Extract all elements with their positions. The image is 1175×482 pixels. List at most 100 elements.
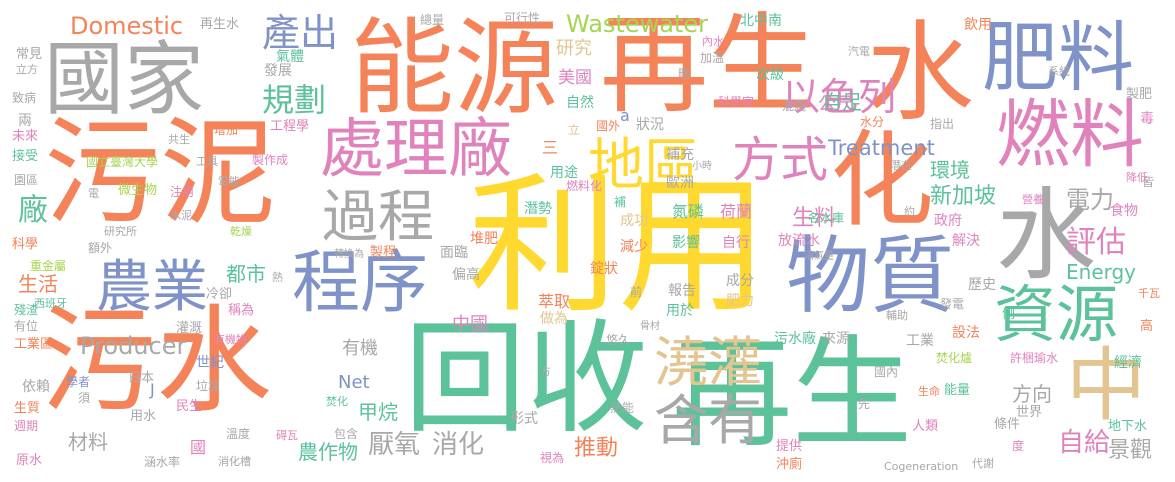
word: 額外 [88,241,113,255]
word: 科學家 [718,95,755,109]
word: 偏高 [452,267,480,283]
word: 常見 [16,47,43,62]
word: 材料 [68,430,108,454]
word: 方向 [1012,382,1052,406]
word: 生料 [792,206,837,231]
word: 歷史 [968,277,996,293]
word: 製作成 [252,153,289,167]
word: 學者 [66,375,91,389]
word: 做為 [540,311,568,327]
word: 千瓦 [1138,287,1160,300]
word: 共生 [168,133,190,146]
word: 方式 [732,132,829,188]
word: 電力 [1066,186,1114,214]
word: 來源 [822,331,850,347]
word: 回收 [404,308,648,450]
word: 國立臺灣大學 [86,155,159,169]
word: 地區 [588,133,700,198]
word: 皆 [1142,175,1155,189]
word: 園區 [14,173,39,187]
word: 高 [1140,319,1154,334]
word: 碍瓦 [276,429,298,442]
word: 熱能 [610,401,635,415]
word: Cogeneration [884,460,959,473]
word: 以色列 [782,75,897,119]
word: 總量 [420,13,445,27]
word: 新加坡 [930,184,997,209]
word: 許梱瑜水 [1010,351,1059,365]
word: 能量 [944,383,971,398]
word: 公尺 [818,94,854,115]
word: 混燒 [782,99,807,113]
word: 溫度 [226,427,251,441]
word: 氮磷 [672,202,705,221]
word: 燃料化 [566,179,603,193]
word: 食物 [1110,203,1138,219]
word: 澆灌 [654,331,762,394]
word: 汽電 [848,45,870,58]
word: 影響 [672,235,700,251]
word: 國 [190,438,207,457]
word: a [620,106,630,125]
word: 生質 [14,401,41,416]
word: 美國 [558,68,592,88]
word: 指出 [930,117,955,131]
word: 消化槽 [218,455,251,468]
word: 政府 [934,213,962,229]
word: 營養 [1022,193,1044,206]
word: 降低 [1126,171,1148,184]
word: 製肥 [1126,87,1153,102]
word: 世紀 [196,355,224,371]
word: 代謝 [972,457,994,470]
word: 發電 [940,297,965,311]
word: 水分 [860,115,885,129]
word: 次級 [756,67,784,83]
word: 解決 [952,233,980,249]
word: 前 [630,285,643,299]
word: 殘渣 [14,303,39,317]
word: 致病 [12,91,37,105]
word: 萃取 [538,292,571,311]
word: 先 [858,397,871,411]
word: 科學 [12,237,39,252]
word: 設法 [952,325,980,341]
word: 報告 [668,283,696,299]
word: 錠狀 [590,261,618,277]
word: 方 [540,365,551,378]
word: 中國 [452,314,488,335]
word: 農業 [96,255,208,320]
word: 北中南 [740,13,782,29]
word: 飲用 [964,17,992,33]
word: 度 [1012,439,1025,453]
word: 規劃 [262,81,327,119]
word: 水泥 [170,209,192,222]
word: 加溫 [700,51,725,65]
word: 工具 [196,155,218,168]
word: 化 [830,119,935,241]
word: 肥料 [982,13,1134,102]
word: 國內 [874,365,899,379]
word: 須 [78,391,91,405]
word: 研究所 [104,225,137,238]
word: 廠 [18,193,48,228]
word: 注用 [170,185,195,199]
word: 熱 [272,271,283,284]
word: 工業 [906,333,934,349]
word: 生命 [918,385,940,398]
word: 電能 [218,175,240,188]
word: 能源 [350,7,559,129]
word: 補 [614,195,627,209]
word: 自足 [822,90,862,114]
word: Wastewater [566,10,708,38]
word: 轉換為 [334,249,364,260]
word: 堆肥 [470,231,498,247]
word: 地下水 [1108,419,1148,434]
word: Energy [1066,260,1137,284]
word: 再生 [600,3,817,128]
word: 毒 [1140,111,1154,127]
word: 包含 [334,427,359,441]
word: 消化 [432,430,485,460]
word: 週期 [14,419,39,433]
word: 污泥 [44,106,276,241]
